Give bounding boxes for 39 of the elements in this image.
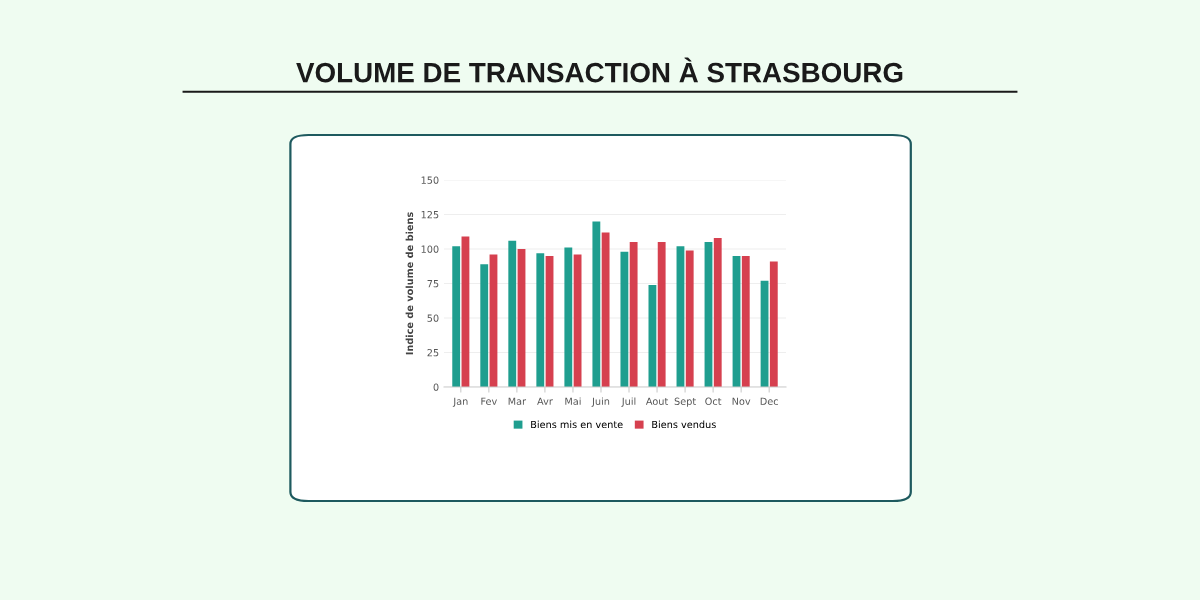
bar xyxy=(564,247,573,387)
bar xyxy=(629,242,638,387)
bar xyxy=(601,232,610,387)
bar xyxy=(480,264,489,387)
x-tick-label: Mai xyxy=(565,397,581,405)
bar xyxy=(620,251,629,387)
y-tick-label: 150 xyxy=(421,176,439,184)
y-tick-label: 25 xyxy=(427,348,439,357)
y-tick-label: 50 xyxy=(427,314,439,322)
x-tick-label: Nov xyxy=(732,397,751,405)
bar xyxy=(685,250,694,387)
legend-label: Biens mis en vente xyxy=(531,420,623,429)
chart-title: VOLUME DE TRANSACTION À STRASBOURG xyxy=(296,57,903,83)
x-tick-label: Juil xyxy=(621,397,636,407)
x-tick-label: Dec xyxy=(760,397,778,405)
x-tick-label: Aout xyxy=(645,397,669,405)
y-tick-label: 125 xyxy=(421,210,439,219)
bar xyxy=(713,237,722,387)
x-tick-label: Oct xyxy=(705,397,722,405)
x-tick-label: Juin xyxy=(591,397,610,407)
bar xyxy=(573,254,582,387)
bar xyxy=(592,221,601,387)
legend-label: Biens vendus xyxy=(652,420,716,429)
x-tick-label: Avr xyxy=(537,397,553,405)
x-tick-label: Sept xyxy=(674,397,696,407)
x-tick-label: Mar xyxy=(508,397,527,405)
bar xyxy=(769,261,778,387)
x-tick-label: Fev xyxy=(481,397,497,405)
bar xyxy=(508,240,517,387)
bar xyxy=(657,242,666,387)
y-tick-label: 75 xyxy=(427,280,439,288)
bar xyxy=(536,253,545,387)
y-axis-title: Indice de volume de biens xyxy=(405,212,414,355)
y-tick-label: 0 xyxy=(433,383,439,391)
x-tick-label: Jan xyxy=(452,397,468,407)
bar xyxy=(648,284,657,387)
bar xyxy=(741,255,750,387)
y-tick-label: 100 xyxy=(421,245,439,253)
bar xyxy=(452,246,461,387)
